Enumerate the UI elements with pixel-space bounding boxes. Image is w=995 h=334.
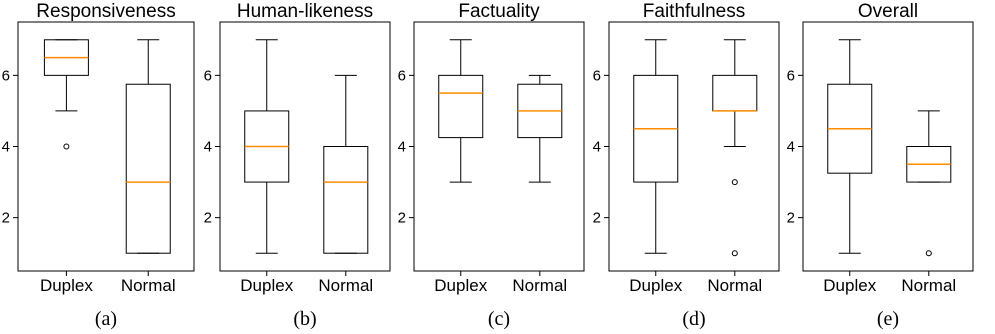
y-tick-label: 6 — [2, 67, 10, 84]
y-tick-label: 4 — [2, 139, 10, 156]
outlier-point — [731, 250, 738, 257]
y-tick-label: 6 — [593, 67, 601, 84]
panel-title: Overall — [858, 1, 918, 22]
y-tick-label: 6 — [204, 67, 212, 84]
panel-caption: (b) — [293, 308, 316, 330]
panel-title: Faithfulness — [643, 1, 745, 22]
box — [125, 83, 171, 254]
x-tick-label: Duplex — [40, 276, 93, 295]
panel-caption: (a) — [95, 308, 117, 330]
y-tick-label: 2 — [787, 210, 795, 227]
x-tick-label: Duplex — [823, 276, 876, 295]
panel-caption: (d) — [682, 308, 705, 330]
outlier-point — [925, 250, 932, 257]
panel-caption: (e) — [877, 308, 899, 330]
y-tick-label: 2 — [2, 210, 10, 227]
x-tick-label: Normal — [318, 276, 373, 295]
y-tick-label: 4 — [204, 139, 212, 156]
outlier-point — [63, 143, 70, 150]
y-tick-label: 6 — [398, 67, 406, 84]
y-tick-label: 6 — [787, 67, 795, 84]
box — [323, 146, 369, 254]
x-tick-label: Normal — [901, 276, 956, 295]
x-tick-label: Duplex — [240, 276, 293, 295]
panel-caption: (c) — [488, 308, 510, 330]
plot-frame — [608, 21, 780, 272]
x-tick-label: Normal — [707, 276, 762, 295]
box — [712, 74, 758, 112]
x-tick-label: Normal — [512, 276, 567, 295]
outlier-point — [731, 179, 738, 186]
y-tick-label: 2 — [204, 210, 212, 227]
panel-title: Factuality — [458, 1, 540, 22]
y-tick-label: 4 — [398, 139, 406, 156]
x-tick-label: Duplex — [434, 276, 487, 295]
plot-frame — [413, 21, 585, 272]
box — [438, 74, 484, 139]
y-tick-label: 2 — [593, 210, 601, 227]
y-tick-label: 4 — [787, 139, 795, 156]
x-tick-label: Normal — [121, 276, 176, 295]
y-tick-label: 4 — [593, 139, 601, 156]
panel-title: Responsiveness — [36, 1, 175, 22]
panel-title: Human-likeness — [237, 1, 373, 22]
x-tick-label: Duplex — [629, 276, 682, 295]
y-tick-label: 2 — [398, 210, 406, 227]
